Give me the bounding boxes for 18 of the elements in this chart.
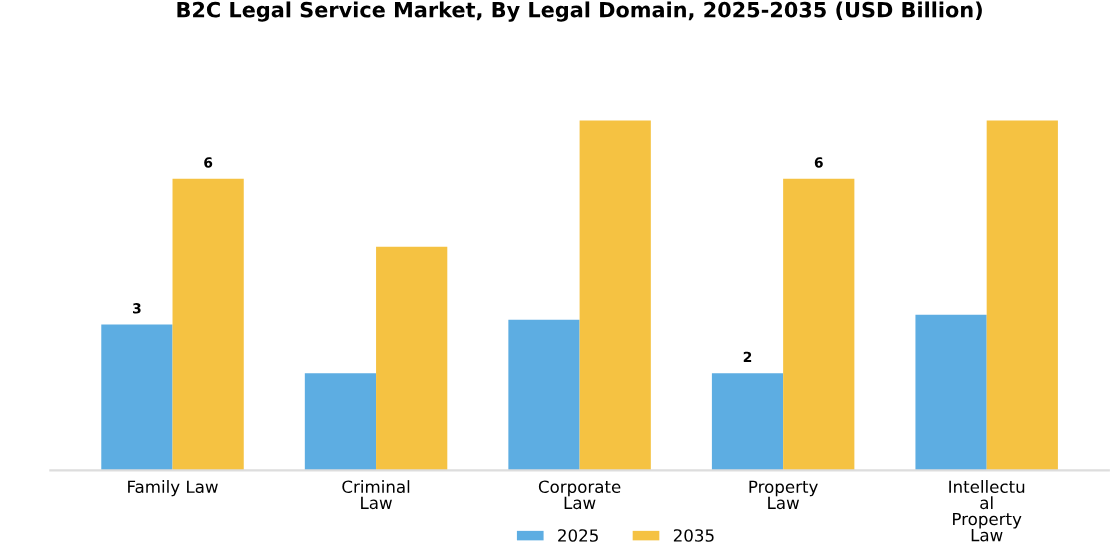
x-tick-label: Corporate Law bbox=[538, 480, 621, 510]
bar bbox=[508, 319, 580, 471]
x-tick-label: Criminal Law bbox=[342, 480, 410, 510]
bar bbox=[376, 246, 448, 471]
legend-label: 2025 bbox=[558, 529, 598, 542]
x-tick-label: Property Law bbox=[749, 480, 818, 510]
x-tick-label: Family Law bbox=[128, 480, 218, 497]
bar bbox=[101, 324, 173, 471]
bar bbox=[711, 373, 784, 471]
bar bbox=[915, 314, 987, 471]
bar bbox=[172, 178, 244, 471]
bar bbox=[783, 178, 855, 471]
bar bbox=[304, 373, 377, 471]
x-tick-label: Intellectu al Property Law bbox=[949, 480, 1025, 542]
legend-label: 2035 bbox=[673, 529, 714, 542]
bar bbox=[986, 120, 1058, 471]
chart-title: B2C Legal Service Market, By Legal Domain, 2025-2035 (USD Billion) bbox=[177, 1, 982, 22]
bar bbox=[579, 120, 651, 471]
